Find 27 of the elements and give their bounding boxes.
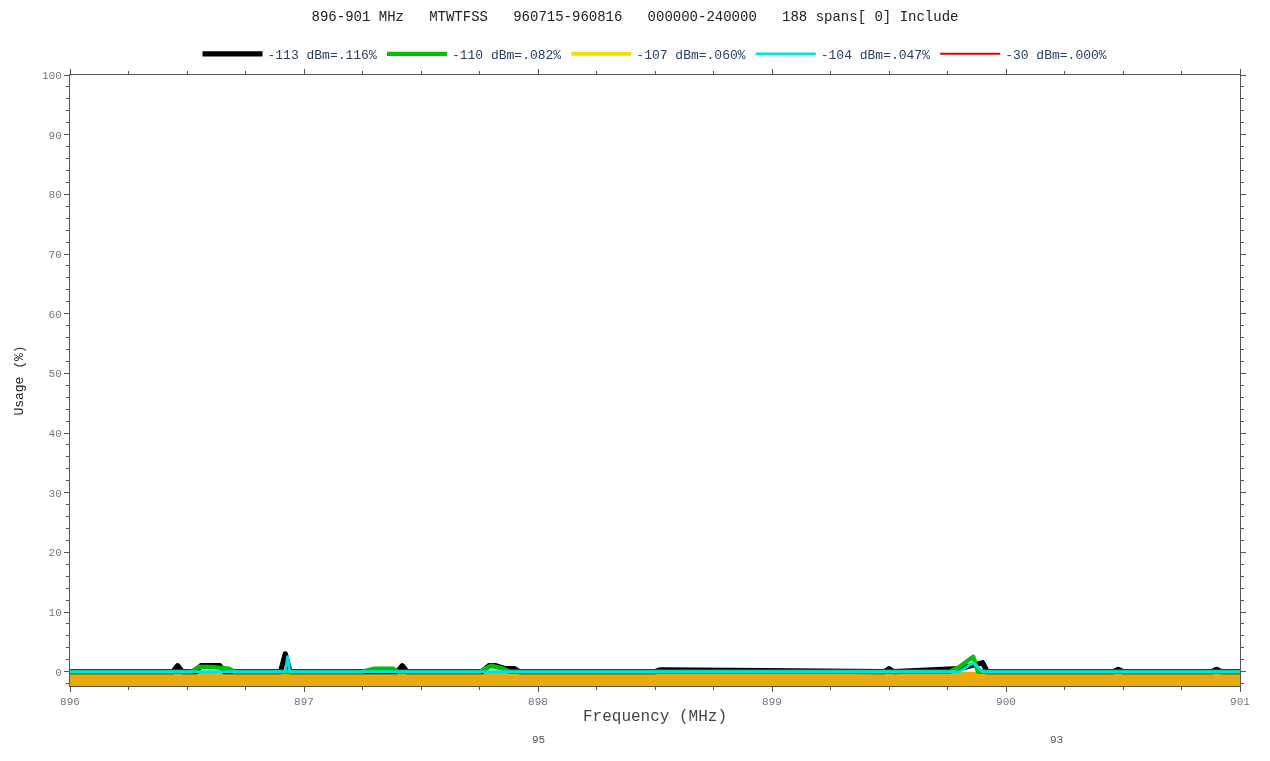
x-axis-title: Frequency (MHz) <box>582 707 728 726</box>
text: 95 <box>532 734 546 746</box>
y-tick-label: 40 <box>48 427 62 440</box>
legend-label: -113 dBm=.116% <box>267 47 377 63</box>
y-tick-label: 80 <box>48 189 62 202</box>
y-axis-title: Usage (%) <box>11 345 27 416</box>
x-tick-label: 899 <box>762 696 782 709</box>
x-tick-label: 901 <box>1230 696 1251 709</box>
x-tick-label: 898 <box>528 696 548 709</box>
y-tick-label: 70 <box>48 248 62 261</box>
y-tick-label: 90 <box>48 129 62 142</box>
y-tick-label: 10 <box>48 606 62 619</box>
legend-label: -30 dBm=.000% <box>1005 47 1107 63</box>
legend-label: -110 dBm=.082% <box>451 47 562 63</box>
legend-label: -104 dBm=.047% <box>820 47 931 63</box>
x-tick-label: 897 <box>294 696 314 709</box>
legend-label: -107 dBm=.060% <box>636 47 746 63</box>
y-tick-label: 100 <box>41 69 62 82</box>
x-tick-label: 896 <box>60 696 80 709</box>
chart-title: 896-901 MHz MTWTFSS 960715-960816 000000-240000 188 spans[ 0] Include <box>311 9 959 26</box>
y-tick-label: 0 <box>55 666 62 679</box>
y-tick-label: 50 <box>48 368 62 381</box>
y-tick-label: 20 <box>48 547 62 560</box>
x-tick-label: 900 <box>996 696 1016 709</box>
y-tick-label: 60 <box>48 308 62 321</box>
y-tick-label: 30 <box>48 487 62 500</box>
text: 93 <box>1050 734 1064 746</box>
